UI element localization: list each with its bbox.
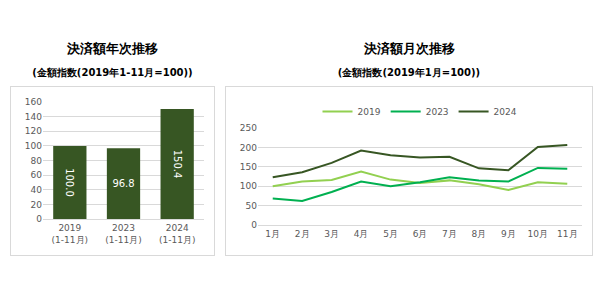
svg-text:2019: 2019 [358, 107, 381, 117]
svg-text:1月: 1月 [265, 229, 280, 239]
svg-text:6月: 6月 [413, 229, 428, 239]
html-text:決済額年次推移: 決済額年次推移 [67, 41, 158, 56]
svg-text:2024: 2024 [494, 107, 517, 117]
svg-text:4月: 4月 [354, 229, 369, 239]
svg-text:150: 150 [240, 162, 257, 172]
svg-text:160: 160 [25, 97, 42, 107]
svg-text:5月: 5月 [383, 229, 398, 239]
svg-text:96.8: 96.8 [112, 178, 134, 189]
svg-text:0: 0 [251, 220, 257, 230]
svg-text:50: 50 [246, 201, 258, 211]
svg-text:8月: 8月 [472, 229, 487, 239]
svg-text:120: 120 [25, 126, 42, 136]
svg-text:2023: 2023 [426, 107, 449, 117]
svg-text:10月: 10月 [528, 229, 548, 239]
svg-text:80: 80 [31, 156, 43, 166]
svg-text:3月: 3月 [324, 229, 339, 239]
svg-text:60: 60 [31, 170, 43, 180]
svg-text:2024(1-11月): 2024(1-11月) [159, 223, 195, 245]
svg-text:11月: 11月 [557, 229, 577, 239]
html-text:(金額指数(2019年1月=100)): (金額指数(2019年1月=100)) [337, 67, 481, 78]
svg-text:0: 0 [36, 214, 42, 224]
svg-text:200: 200 [240, 143, 257, 153]
svg-text:9月: 9月 [501, 229, 516, 239]
svg-text:100: 100 [240, 181, 257, 191]
svg-text:2023(1-11月): 2023(1-11月) [105, 223, 141, 245]
svg-text:2019(1-11月): 2019(1-11月) [52, 223, 88, 245]
html-text:決済額月次推移: 決済額月次推移 [363, 41, 455, 56]
svg-text:20: 20 [31, 200, 43, 210]
svg-text:140: 140 [25, 112, 42, 122]
svg-text:150.4: 150.4 [172, 150, 183, 179]
svg-text:100.0: 100.0 [64, 168, 75, 197]
svg-text:250: 250 [240, 123, 257, 133]
svg-text:7月: 7月 [442, 229, 457, 239]
html-text:(金額指数(2019年1-11月=100)): (金額指数(2019年1-11月=100)) [32, 67, 193, 78]
svg-text:100: 100 [25, 141, 42, 151]
svg-text:40: 40 [31, 185, 43, 195]
svg-text:2月: 2月 [295, 229, 310, 239]
